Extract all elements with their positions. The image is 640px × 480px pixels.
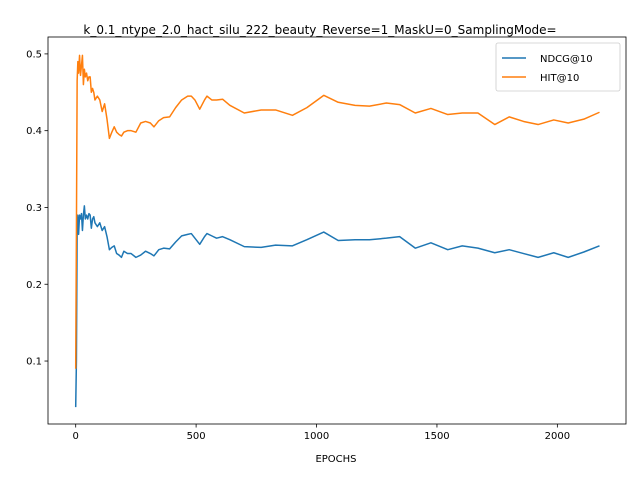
plot-frame: [47, 36, 627, 425]
y-tick-label: 0.5: [26, 49, 42, 60]
series-layer: [74, 54, 600, 408]
y-axis: 0.1 0.2 0.3 0.4 0.5: [26, 49, 48, 368]
x-tick-label: 0: [73, 431, 79, 442]
y-tick-label: 0.4: [26, 126, 42, 137]
y-tick-label: 0.3: [26, 203, 42, 214]
x-tick-label: 1000: [304, 431, 329, 442]
x-tick-label: 500: [187, 431, 206, 442]
y-tick-label: 0.2: [26, 280, 42, 291]
legend-label-hit-10: HIT@10: [540, 73, 579, 84]
legend-box: [495, 42, 621, 92]
x-axis-label: EPOCHS: [315, 454, 356, 465]
series-line-ndcg-10: [74, 205, 600, 408]
x-tick-label: 2000: [545, 431, 570, 442]
x-tick-label: 1500: [424, 431, 449, 442]
x-axis: 0 500 1000 1500 2000: [73, 424, 570, 442]
legend-label-ndcg-10: NDCG@10: [540, 54, 593, 65]
legend: NDCG@10 HIT@10: [495, 42, 621, 92]
series-line-hit-10: [74, 54, 600, 369]
chart-title: k_0.1_ntype_2.0_hact_silu_222_beauty_Rev…: [83, 23, 556, 37]
y-tick-label: 0.1: [26, 357, 42, 368]
